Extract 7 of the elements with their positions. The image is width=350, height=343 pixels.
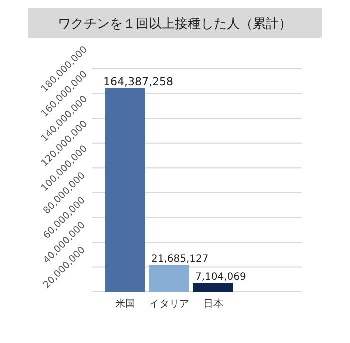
data-label: 7,104,069 <box>196 272 246 284</box>
chart-title: ワクチンを１回以上接種した人（累計） <box>58 17 292 32</box>
data-label: 164,387,258 <box>104 75 174 88</box>
x-tick-label: 米国 <box>116 298 136 310</box>
x-tick-label: 日本 <box>204 298 224 310</box>
x-tick-label: イタリア <box>150 299 190 310</box>
data-label: 21,685,127 <box>152 254 209 266</box>
